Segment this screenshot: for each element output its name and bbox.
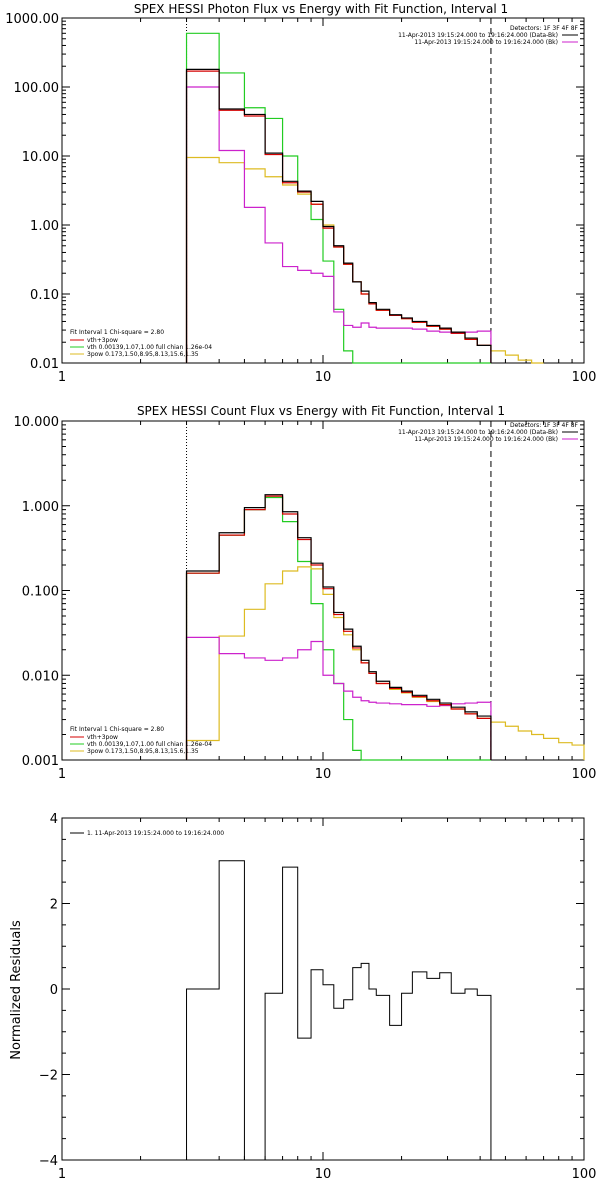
photon-legend-bk: 11-Apr-2013 19:15:24.000 to 19:16:24.000… (414, 39, 558, 46)
photon-legend-pow: 3pow 0.173,1.50,8.95,8.13,15.6,1.35 (87, 351, 199, 358)
count-legend-detectors: Detectors: 1F 3F 4F 8F (510, 422, 579, 429)
count-legend-top: Detectors: 1F 3F 4F 8F 11-Apr-2013 19:15… (398, 422, 578, 443)
count-legend-vth: vth 0.00139,1.07,1.00 full chian 1.26e-0… (87, 741, 212, 748)
series-background (185, 636, 492, 760)
residuals-legend: 1. 11-Apr-2013 19:15:24.000 to 19:16:24.… (87, 830, 224, 837)
series-background (185, 86, 492, 363)
x-tick-label: 100 (572, 767, 597, 782)
count-legend-bottom: Fit Interval 1 Chi-square = 2.80 vth+3po… (70, 726, 212, 755)
y-tick-label: 0.01 (30, 357, 59, 372)
x-tick-label: 1 (58, 767, 66, 782)
y-tick-label: 0.010 (22, 669, 59, 684)
y-tick-label: −4 (39, 1154, 58, 1169)
photon-flux-panel: SPEX HESSI Photon Flux vs Energy with Fi… (5, 2, 596, 385)
photon-legend-bottom: Fit Interval 1 Chi-square = 2.80 vth+3po… (70, 329, 212, 358)
count-legend-fit-interval: Fit Interval 1 Chi-square = 2.80 (70, 726, 164, 733)
photon-legend-fit-interval: Fit Interval 1 Chi-square = 2.80 (70, 329, 164, 336)
series-power-law (185, 156, 544, 364)
y-tick-label: 10.00 (22, 150, 59, 165)
count-legend-pow: 3pow 0.173,1.50,8.95,8.13,15.6,1.35 (87, 748, 199, 755)
y-tick-label: 0 (50, 983, 58, 998)
residuals-ylabel: Normalized Residuals (9, 920, 24, 1060)
photon-legend-detectors: Detectors: 1F 3F 4F 8F (510, 25, 579, 32)
photon-legend-databk: 11-Apr-2013 19:15:24.000 to 19:16:24.000… (398, 32, 558, 39)
x-tick-label: 1 (58, 1167, 66, 1182)
series-total-fit (185, 70, 492, 363)
y-tick-label: −2 (39, 1069, 58, 1084)
x-tick-label: 100 (572, 370, 597, 385)
residuals-panel: Normalized Residuals 1. 11-Apr-2013 19:1… (9, 812, 596, 1182)
y-tick-label: 0.001 (22, 754, 59, 769)
y-tick-label: 1.00 (30, 219, 59, 234)
photon-legend-vth: vth 0.00139,1.07,1.00 full chian 1.26e-0… (87, 344, 212, 351)
plot-frame (61, 17, 585, 364)
series-data (185, 68, 492, 363)
count-legend-bk: 11-Apr-2013 19:15:24.000 to 19:16:24.000… (414, 436, 558, 443)
residuals-series (186, 860, 492, 1161)
y-tick-label: 0.100 (22, 585, 59, 600)
x-tick-label: 100 (572, 1167, 597, 1182)
photon-legend-total: vth+3pow (87, 337, 118, 344)
y-tick-label: 100.00 (14, 81, 60, 96)
x-tick-label: 10 (315, 1167, 332, 1182)
photon-legend-top: Detectors: 1F 3F 4F 8F 11-Apr-2013 19:15… (398, 25, 578, 46)
photon-panel-title: SPEX HESSI Photon Flux vs Energy with Fi… (134, 2, 508, 16)
y-tick-label: 10.000 (14, 415, 60, 430)
count-legend-databk: 11-Apr-2013 19:15:24.000 to 19:16:24.000… (398, 429, 558, 436)
x-tick-label: 10 (315, 767, 332, 782)
count-panel-title: SPEX HESSI Count Flux vs Energy with Fit… (137, 404, 505, 418)
count-flux-panel: SPEX HESSI Count Flux vs Energy with Fit… (14, 404, 597, 782)
series-data (185, 494, 492, 760)
y-tick-label: 0.10 (30, 288, 59, 303)
series-thermal (185, 32, 491, 364)
x-tick-label: 10 (315, 370, 332, 385)
series-power-law (185, 566, 585, 760)
y-tick-label: 4 (50, 812, 58, 827)
y-tick-label: 2 (50, 898, 58, 913)
count-legend-total: vth+3pow (87, 734, 118, 741)
y-tick-label: 1.000 (22, 500, 59, 515)
series-thermal (185, 496, 491, 761)
plot-frame (61, 817, 585, 1161)
series-total-fit (185, 495, 492, 760)
x-tick-label: 1 (58, 370, 66, 385)
y-tick-label: 1000.00 (5, 12, 59, 27)
